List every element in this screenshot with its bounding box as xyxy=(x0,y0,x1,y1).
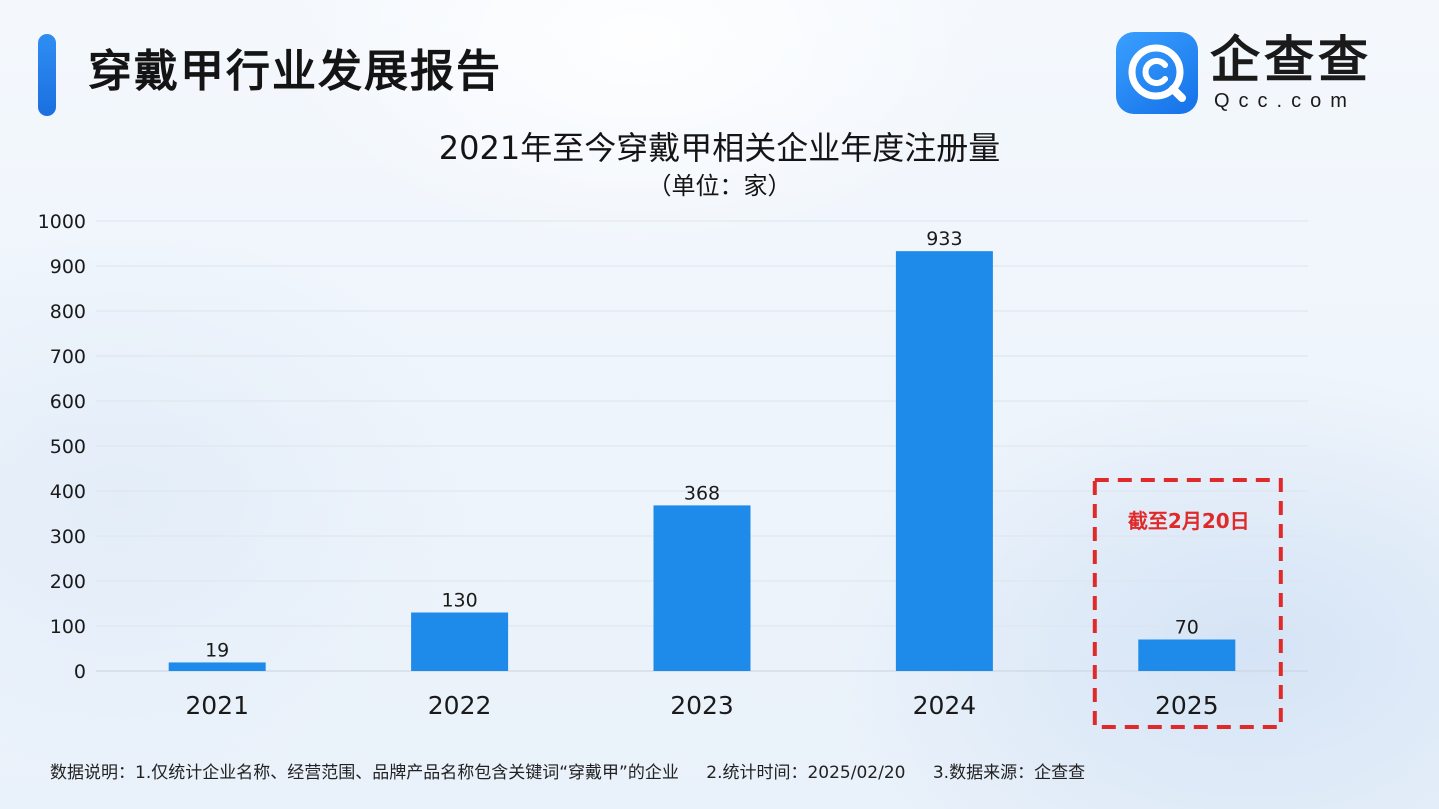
x-tick-label-2022: 2022 xyxy=(428,691,492,720)
page-title: 穿戴甲行业发展报告 xyxy=(88,46,502,97)
y-tick-label: 500 xyxy=(50,436,86,458)
chart-title: 2021年至今穿戴甲相关企业年度注册量 xyxy=(438,129,1001,167)
bar-2023 xyxy=(653,505,751,671)
y-tick-label: 600 xyxy=(50,391,86,413)
data-label-2025: 70 xyxy=(1175,617,1199,639)
y-tick-label: 300 xyxy=(50,526,86,548)
logo-name-en: Qcc.com xyxy=(1214,90,1356,112)
y-tick-label: 400 xyxy=(50,481,86,503)
annotation-box xyxy=(1092,478,1283,729)
y-tick-label: 700 xyxy=(50,346,86,368)
bar-2024 xyxy=(895,251,993,671)
footer-note: 数据说明：1.仅统计企业名称、经营范围、品牌产品名称包含关键词“穿戴甲”的企业 … xyxy=(50,760,1107,786)
qcc-logo: 企查查 Qcc.com xyxy=(1116,31,1386,118)
y-tick-label: 1000 xyxy=(38,211,86,233)
y-tick-label: 200 xyxy=(50,571,86,593)
footer-note-scope: 数据说明：1.仅统计企业名称、经营范围、品牌产品名称包含关键词“穿戴甲”的企业 xyxy=(50,763,679,783)
bar-2022 xyxy=(411,612,509,671)
data-label-2024: 933 xyxy=(926,228,962,250)
x-tick-label-2021: 2021 xyxy=(185,691,249,720)
footer-note-time: 2.统计时间：2025/02/20 xyxy=(706,763,906,783)
chart-unit: （单位：家） xyxy=(647,172,792,200)
title-accent-bar xyxy=(38,34,56,116)
footer-note-source: 3.数据来源：企查查 xyxy=(932,763,1086,783)
y-tick-label: 800 xyxy=(50,301,86,323)
data-label-2022: 130 xyxy=(441,590,477,612)
annotation-text: 截至2月20日 xyxy=(1128,509,1250,533)
qcc-logo-icon xyxy=(1116,32,1198,114)
x-tick-label-2024: 2024 xyxy=(913,691,977,720)
x-tick-label-2023: 2023 xyxy=(670,691,734,720)
y-tick-label: 900 xyxy=(50,256,86,278)
logo-name-cn: 企查查 xyxy=(1210,31,1372,89)
y-tick-label: 0 xyxy=(74,661,86,683)
data-label-2023: 368 xyxy=(684,482,720,504)
bar-2025 xyxy=(1138,639,1236,671)
bar-2021 xyxy=(168,662,266,671)
x-tick-label-2025: 2025 xyxy=(1155,691,1219,720)
data-label-2021: 19 xyxy=(205,639,229,661)
y-tick-label: 100 xyxy=(50,616,86,638)
